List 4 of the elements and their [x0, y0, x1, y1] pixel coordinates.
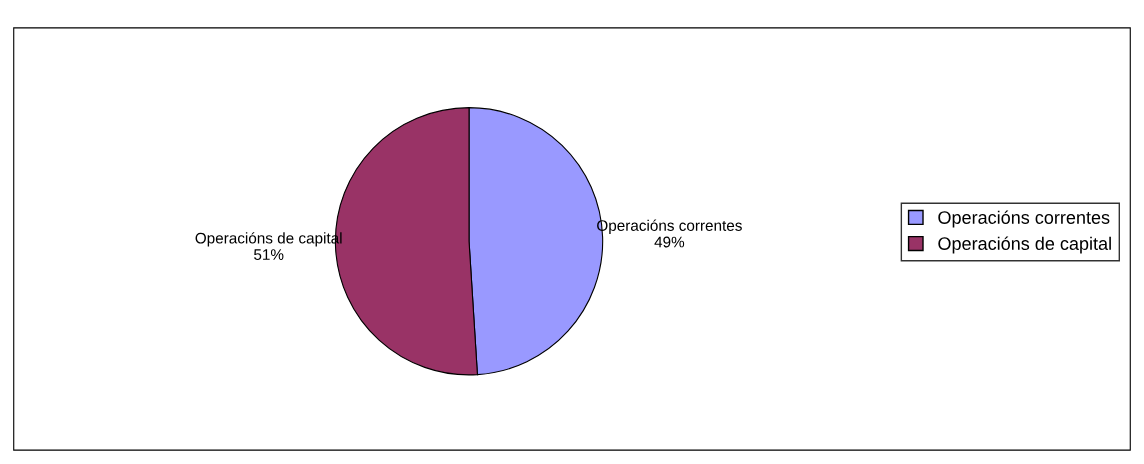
legend-label: Operacións de capital: [938, 236, 1111, 254]
data-label: 51%: [254, 249, 284, 260]
data-label: 49%: [654, 236, 685, 248]
legend-label: Operacións correntes: [938, 210, 1110, 228]
